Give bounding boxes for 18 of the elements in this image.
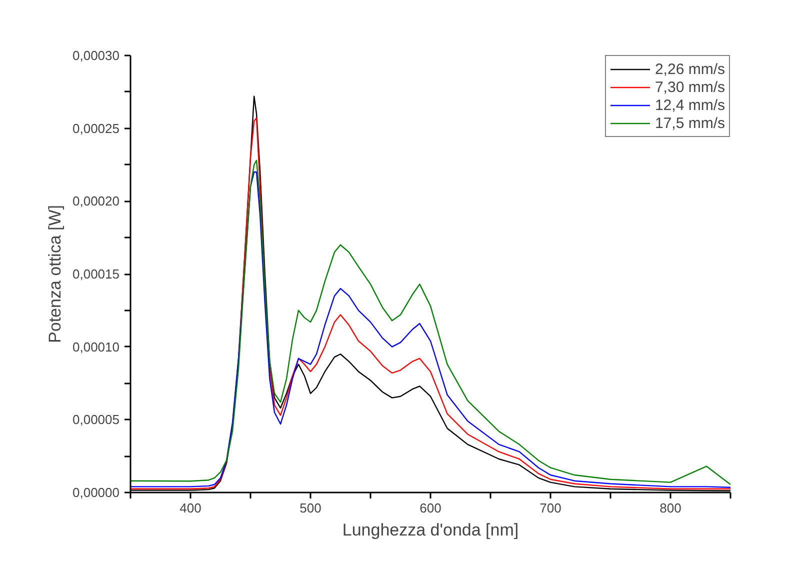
x-axis-title: Lunghezza d'onda [nm] bbox=[342, 520, 519, 540]
y-axis-title: Potenza ottica [W] bbox=[46, 205, 65, 343]
x-tick-label: 800 bbox=[660, 500, 682, 516]
y-tick-label: 0,00000 bbox=[72, 485, 120, 500]
legend-label: 17,5 mm/s bbox=[654, 114, 725, 132]
x-tick-label: 600 bbox=[420, 500, 442, 516]
y-tick-label: 0,00015 bbox=[72, 266, 120, 282]
legend-label: 2,26 mm/s bbox=[654, 60, 725, 78]
legend-label: 12,4 mm/s bbox=[654, 96, 725, 114]
y-tick-label: 0,00020 bbox=[72, 194, 120, 209]
x-tick-label: 500 bbox=[300, 500, 322, 516]
x-tick-label: 700 bbox=[540, 500, 562, 516]
y-tick-label: 0,00005 bbox=[72, 412, 120, 428]
y-tick-label: 0,00010 bbox=[72, 339, 120, 354]
y-tick-label: 0,00025 bbox=[72, 120, 120, 136]
legend-label: 7,30 mm/s bbox=[654, 78, 725, 96]
x-tick-label: 400 bbox=[180, 500, 202, 516]
y-tick-label: 0,00030 bbox=[72, 48, 120, 63]
